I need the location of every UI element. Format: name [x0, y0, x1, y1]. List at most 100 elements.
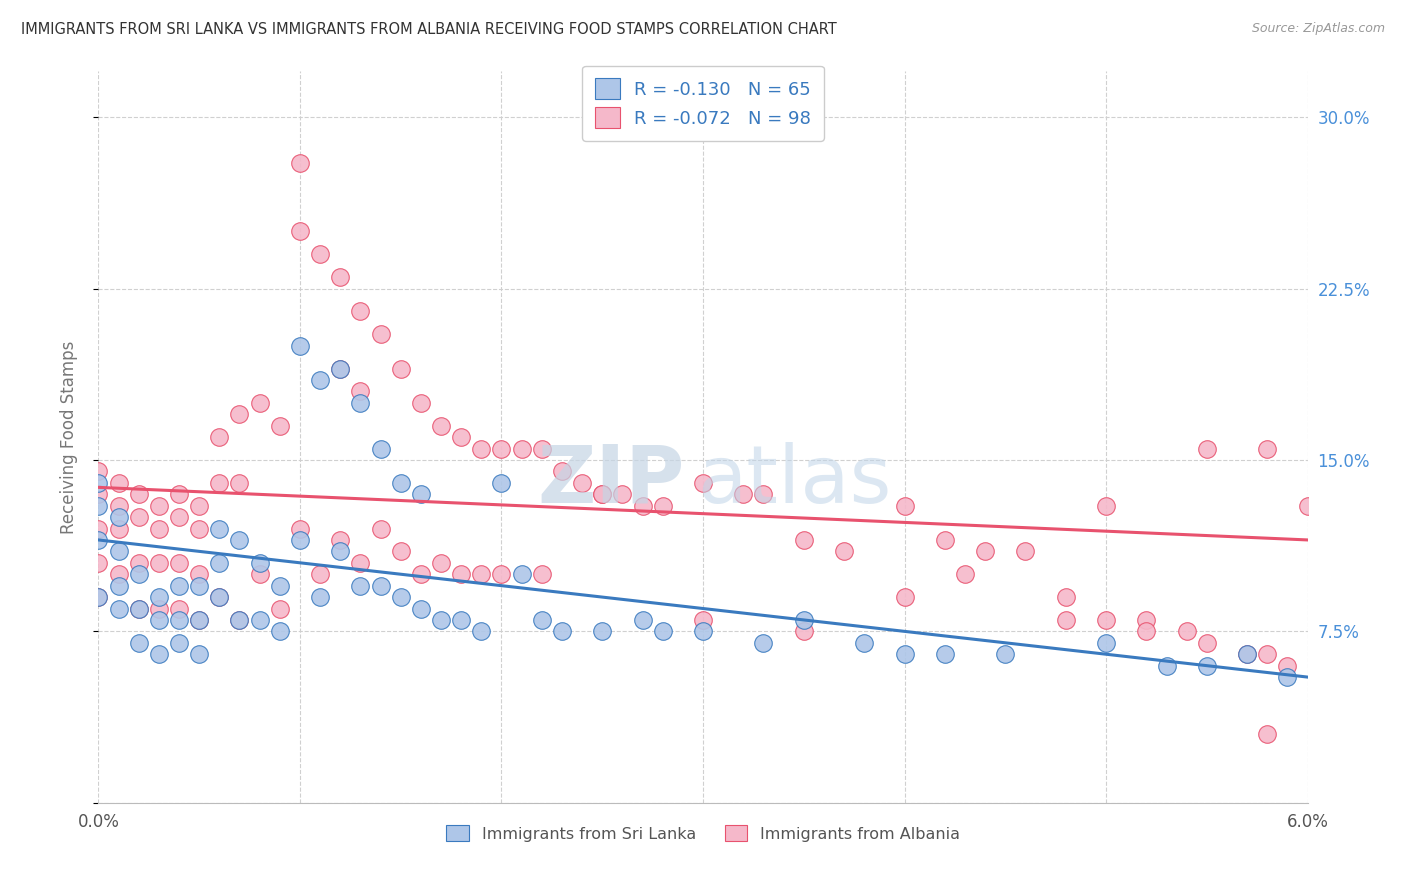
Point — [128, 487, 150, 501]
Point — [752, 487, 775, 501]
Point — [470, 442, 492, 456]
Point — [430, 556, 453, 570]
Point — [450, 567, 472, 582]
Point — [87, 590, 110, 604]
Point — [128, 556, 150, 570]
Point — [631, 613, 654, 627]
Point — [349, 396, 371, 410]
Point — [309, 590, 332, 604]
Point — [148, 499, 170, 513]
Point — [228, 533, 250, 547]
Point — [510, 567, 533, 582]
Point — [87, 499, 110, 513]
Point — [329, 270, 352, 285]
Point — [389, 590, 412, 604]
Point — [832, 544, 855, 558]
Point — [148, 613, 170, 627]
Point — [329, 361, 352, 376]
Point — [249, 567, 271, 582]
Point — [167, 636, 190, 650]
Point — [551, 464, 574, 478]
Point — [148, 601, 170, 615]
Point — [107, 567, 129, 582]
Point — [491, 442, 513, 456]
Point — [470, 624, 492, 639]
Point — [208, 590, 231, 604]
Point — [188, 579, 211, 593]
Point — [389, 475, 412, 490]
Point — [288, 521, 311, 535]
Point — [409, 396, 432, 410]
Point — [953, 567, 976, 582]
Point — [934, 647, 956, 661]
Point — [1236, 647, 1258, 661]
Point — [491, 567, 513, 582]
Point — [148, 590, 170, 604]
Point — [329, 533, 352, 547]
Point — [228, 613, 250, 627]
Point — [107, 579, 129, 593]
Point — [309, 373, 332, 387]
Text: Source: ZipAtlas.com: Source: ZipAtlas.com — [1251, 22, 1385, 36]
Point — [491, 475, 513, 490]
Point — [1175, 624, 1198, 639]
Point — [1277, 670, 1299, 684]
Point — [1135, 613, 1157, 627]
Point — [107, 601, 129, 615]
Point — [470, 567, 492, 582]
Point — [128, 510, 150, 524]
Point — [269, 624, 291, 639]
Point — [752, 636, 775, 650]
Point — [612, 487, 634, 501]
Point — [651, 499, 673, 513]
Point — [793, 624, 815, 639]
Point — [974, 544, 997, 558]
Point — [188, 521, 211, 535]
Point — [269, 601, 291, 615]
Point — [591, 487, 613, 501]
Point — [1256, 442, 1278, 456]
Point — [409, 487, 432, 501]
Point — [1277, 658, 1299, 673]
Point — [370, 442, 392, 456]
Point — [430, 418, 453, 433]
Point — [167, 556, 190, 570]
Point — [551, 624, 574, 639]
Point — [591, 624, 613, 639]
Point — [409, 601, 432, 615]
Point — [510, 442, 533, 456]
Point — [370, 579, 392, 593]
Point — [1195, 442, 1218, 456]
Point — [87, 464, 110, 478]
Point — [450, 430, 472, 444]
Point — [128, 601, 150, 615]
Point — [1236, 647, 1258, 661]
Point — [1095, 636, 1118, 650]
Point — [571, 475, 593, 490]
Point — [208, 475, 231, 490]
Point — [692, 613, 714, 627]
Point — [288, 338, 311, 352]
Point — [269, 418, 291, 433]
Point — [228, 475, 250, 490]
Point — [128, 601, 150, 615]
Point — [228, 407, 250, 421]
Text: ZIP: ZIP — [537, 442, 685, 520]
Point — [651, 624, 673, 639]
Point — [893, 499, 915, 513]
Point — [349, 579, 371, 593]
Point — [389, 544, 412, 558]
Point — [530, 567, 553, 582]
Point — [1195, 658, 1218, 673]
Point — [107, 499, 129, 513]
Point — [87, 475, 110, 490]
Point — [107, 510, 129, 524]
Point — [329, 361, 352, 376]
Point — [87, 590, 110, 604]
Point — [288, 224, 311, 238]
Point — [167, 613, 190, 627]
Point — [853, 636, 876, 650]
Point — [1054, 613, 1077, 627]
Point — [1135, 624, 1157, 639]
Point — [591, 487, 613, 501]
